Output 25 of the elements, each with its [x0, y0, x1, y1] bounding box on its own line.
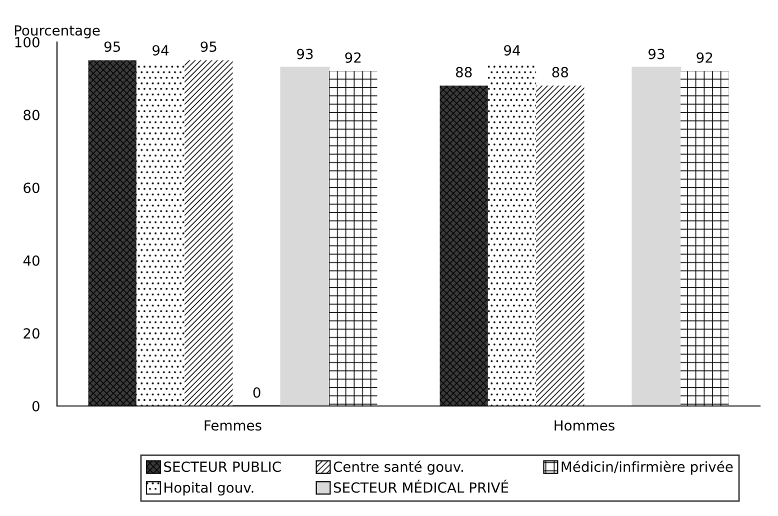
data-label: 88	[456, 66, 472, 78]
y-tick-label: 0	[32, 400, 40, 412]
data-label: 93	[297, 48, 313, 60]
data-label: 88	[552, 66, 568, 78]
legend-label: SECTEUR MÉDICAL PRIVÉ	[334, 480, 508, 493]
x-tick-label: Hommes	[554, 420, 614, 431]
data-label: 95	[200, 41, 216, 52]
y-tick-label: 80	[24, 110, 40, 120]
data-label: 93	[648, 48, 664, 60]
y-axis-title: Pourcentage	[14, 25, 100, 38]
data-label: 92	[345, 52, 361, 63]
legend-label: Centre santé gouv.	[334, 460, 463, 475]
data-label: 95	[104, 41, 120, 52]
data-label: 94	[152, 45, 169, 56]
y-tick-label: 40	[23, 255, 40, 266]
legend-label: Médicin/infirmière privée	[562, 460, 733, 475]
x-tick-label: Femmes	[204, 420, 262, 431]
legend-label: SECTEUR PUBLIC	[164, 462, 281, 472]
y-tick-label: 100	[15, 36, 40, 48]
y-tick-label: 60	[24, 182, 40, 194]
data-label: 92	[696, 52, 712, 63]
legend-label: Hopital gouv.	[164, 482, 254, 496]
data-label: 94	[504, 45, 520, 56]
data-label: 0	[253, 387, 260, 398]
y-tick-label: 20	[24, 328, 40, 339]
